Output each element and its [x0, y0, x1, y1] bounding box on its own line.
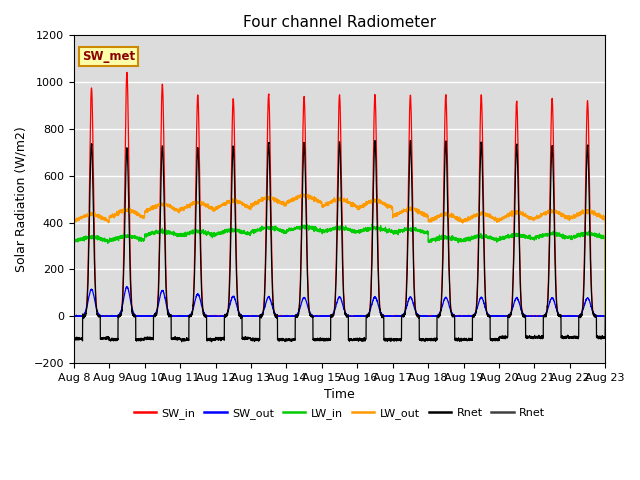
LW_out: [601, 215, 609, 220]
Rnet: [602, 313, 609, 319]
LW_in: [602, 313, 609, 319]
LW_in: [489, 236, 497, 241]
SW_out: [123, 284, 131, 290]
SW_out: [166, 312, 173, 317]
Rnet: [406, 138, 414, 144]
LW_out: [429, 216, 437, 222]
LW_out: [299, 191, 307, 196]
LW_in: [303, 222, 311, 228]
SW_in: [123, 70, 131, 75]
Line: SW_in: SW_in: [74, 72, 605, 316]
Legend: SW_in, SW_out, LW_in, LW_out, Rnet, Rnet: SW_in, SW_out, LW_in, LW_out, Rnet, Rnet: [129, 403, 550, 423]
SW_out: [489, 313, 497, 319]
Line: Rnet: Rnet: [74, 141, 605, 342]
LW_out: [602, 313, 609, 319]
SW_in: [429, 313, 437, 319]
SW_in: [601, 313, 609, 319]
SW_in: [489, 313, 497, 319]
SW_out: [601, 313, 609, 319]
LW_in: [70, 240, 77, 245]
Line: SW_out: SW_out: [74, 287, 605, 316]
Rnet: [165, 313, 173, 319]
SW_out: [459, 313, 467, 319]
LW_out: [165, 204, 173, 209]
Rnet: [459, 337, 467, 343]
Rnet: [601, 334, 609, 340]
SW_in: [320, 313, 328, 319]
LW_in: [320, 229, 328, 235]
SW_in: [166, 313, 173, 319]
Rnet: [208, 339, 216, 345]
Rnet: [489, 337, 497, 343]
SW_out: [602, 313, 609, 319]
LW_out: [320, 204, 328, 210]
X-axis label: Time: Time: [324, 388, 355, 401]
SW_in: [459, 313, 467, 319]
SW_out: [320, 313, 328, 319]
LW_in: [429, 237, 437, 242]
Y-axis label: Solar Radiation (W/m2): Solar Radiation (W/m2): [15, 126, 28, 272]
LW_in: [601, 235, 609, 240]
Text: SW_met: SW_met: [82, 50, 135, 63]
LW_in: [459, 238, 467, 244]
LW_out: [489, 214, 497, 220]
SW_out: [70, 313, 77, 319]
SW_in: [70, 313, 77, 319]
SW_in: [602, 313, 609, 319]
Title: Four channel Radiometer: Four channel Radiometer: [243, 15, 436, 30]
Rnet: [429, 337, 437, 343]
SW_out: [429, 313, 437, 319]
LW_out: [70, 218, 77, 224]
LW_in: [165, 228, 173, 234]
Rnet: [320, 338, 328, 344]
Rnet: [70, 336, 77, 341]
LW_out: [459, 220, 467, 226]
Line: LW_out: LW_out: [74, 193, 605, 316]
Line: LW_in: LW_in: [74, 225, 605, 316]
